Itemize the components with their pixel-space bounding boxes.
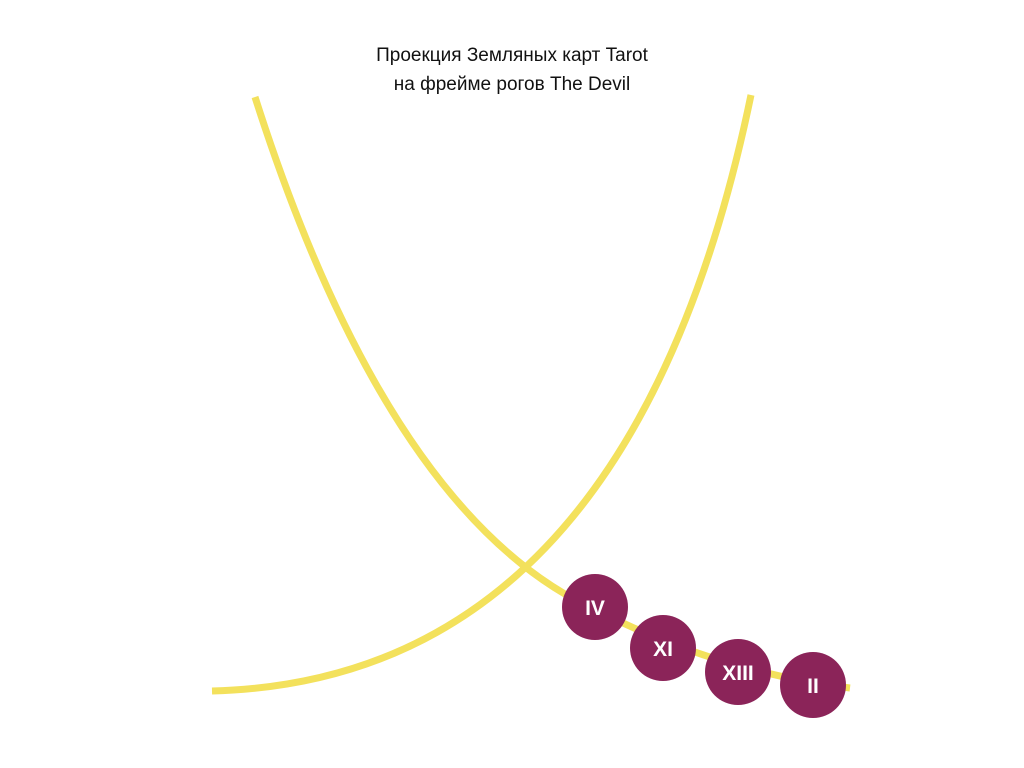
card-node-label: II: [807, 675, 819, 698]
card-node-label: IV: [585, 597, 605, 620]
card-node-label: XIII: [722, 662, 754, 685]
card-node-xiii: XIII: [705, 639, 771, 705]
title-line-1: Проекция Земляных карт Tarot: [376, 45, 648, 66]
card-node-ii: II: [780, 652, 846, 718]
left-horn-curve: [251, 95, 851, 692]
title-line-2: на фрейме рогов The Devil: [393, 74, 631, 95]
card-node-circle: [780, 652, 846, 718]
card-node-iv: IV: [562, 574, 628, 640]
diagram-title: Проекция Земляных карт Tarot на фрейме р…: [0, 41, 1024, 99]
card-nodes: IV XI XIII II: [562, 574, 846, 718]
right-horn-curve: [211, 94, 755, 695]
card-node-circle: [630, 615, 696, 681]
card-node-circle: [705, 639, 771, 705]
card-node-circle: [562, 574, 628, 640]
card-node-label: XI: [653, 638, 673, 661]
card-node-xi: XI: [630, 615, 696, 681]
